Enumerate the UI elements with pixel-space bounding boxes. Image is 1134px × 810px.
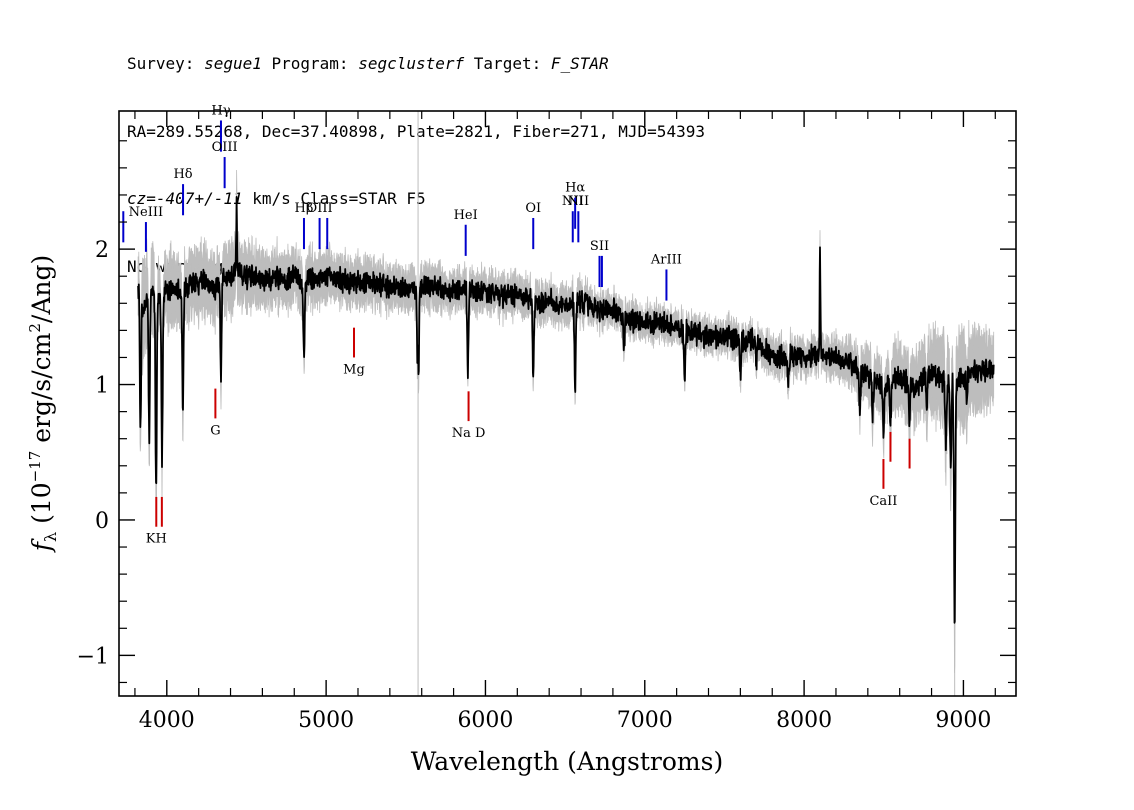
x-axis-title: Wavelength (Angstroms) xyxy=(411,747,723,776)
absorption-line-label: CaII xyxy=(869,494,897,509)
survey-value: segue1 xyxy=(204,54,262,73)
ylabel-subscript: λ xyxy=(41,532,60,542)
spectrum-header: Survey: segue1 Program: segclusterf Targ… xyxy=(127,8,705,301)
cz-value: -407+/-11 xyxy=(155,189,243,208)
flux-series xyxy=(137,196,995,624)
emission-line-label: NII xyxy=(562,194,584,209)
flux-line xyxy=(137,196,995,624)
y-axis-title: fλ (10−17 erg/s/cm2/Ang) xyxy=(26,255,60,554)
ylabel-text: (10 xyxy=(27,482,56,532)
emission-line-label: Hβ xyxy=(295,201,314,216)
emission-line-label: NeIII xyxy=(129,205,163,220)
header-line-coordinates: RA=289.55268, Dec=37.40898, Plate=2821, … xyxy=(127,121,705,141)
x-tick-label: 6000 xyxy=(457,708,513,733)
plot-frame xyxy=(118,110,1017,697)
emission-line-label: OI xyxy=(525,201,541,216)
x-tick-label: 9000 xyxy=(935,708,991,733)
emission-line-label: NII xyxy=(568,194,590,209)
y-tick-label: 1 xyxy=(95,374,109,399)
absorption-line-label: G xyxy=(210,423,220,438)
y-tick-label: 0 xyxy=(95,509,109,534)
program-key: Program: xyxy=(261,54,359,73)
x-tick-label: 5000 xyxy=(298,708,354,733)
cz-key: cz= xyxy=(127,189,156,208)
ylabel-superscript: 2 xyxy=(26,323,44,333)
header-line-survey: Survey: segue1 Program: segclusterf Targ… xyxy=(127,53,705,76)
ylabel-text: /Ang) xyxy=(27,255,56,323)
y-tick-label: 2 xyxy=(95,238,109,263)
x-axis-ticks: 4000 5000 6000 7000 8000 9000 xyxy=(134,111,996,733)
error-band-area xyxy=(137,169,995,673)
program-value: segclusterf xyxy=(358,54,465,73)
emission-line-label: HeI xyxy=(454,208,478,223)
y-tick-label: −1 xyxy=(77,644,109,669)
absorption-line-label: Na D xyxy=(452,426,486,441)
absorption-line-label: Mg xyxy=(343,362,365,377)
x-tick-label: 8000 xyxy=(776,708,832,733)
x-tick-label: 7000 xyxy=(617,708,673,733)
emission-line-label: Hδ xyxy=(173,167,192,182)
target-value: F_STAR xyxy=(550,54,609,73)
y-axis-ticks: −1 0 1 2 xyxy=(77,140,1016,684)
ylabel-symbol: f xyxy=(27,538,56,553)
emission-line-label: SII xyxy=(590,239,609,254)
class-text: km/s Class=STAR F5 xyxy=(242,189,426,208)
x-tick-label: 4000 xyxy=(139,708,195,733)
survey-key: Survey: xyxy=(127,54,205,73)
target-key: Target: xyxy=(464,54,551,73)
emission-line-label: ArIII xyxy=(650,252,682,267)
emission-line-label: Hα xyxy=(565,181,585,196)
ylabel-text: erg/s/cm xyxy=(27,332,56,450)
absorption-line-label: KH xyxy=(146,532,167,547)
emission-line-label: OIII xyxy=(212,140,238,155)
header-line-redshift: cz=-407+/-11 km/s Class=STAR F5 xyxy=(127,188,705,211)
ylabel-superscript: −17 xyxy=(26,451,44,483)
emission-line-label: OIII xyxy=(307,201,333,216)
